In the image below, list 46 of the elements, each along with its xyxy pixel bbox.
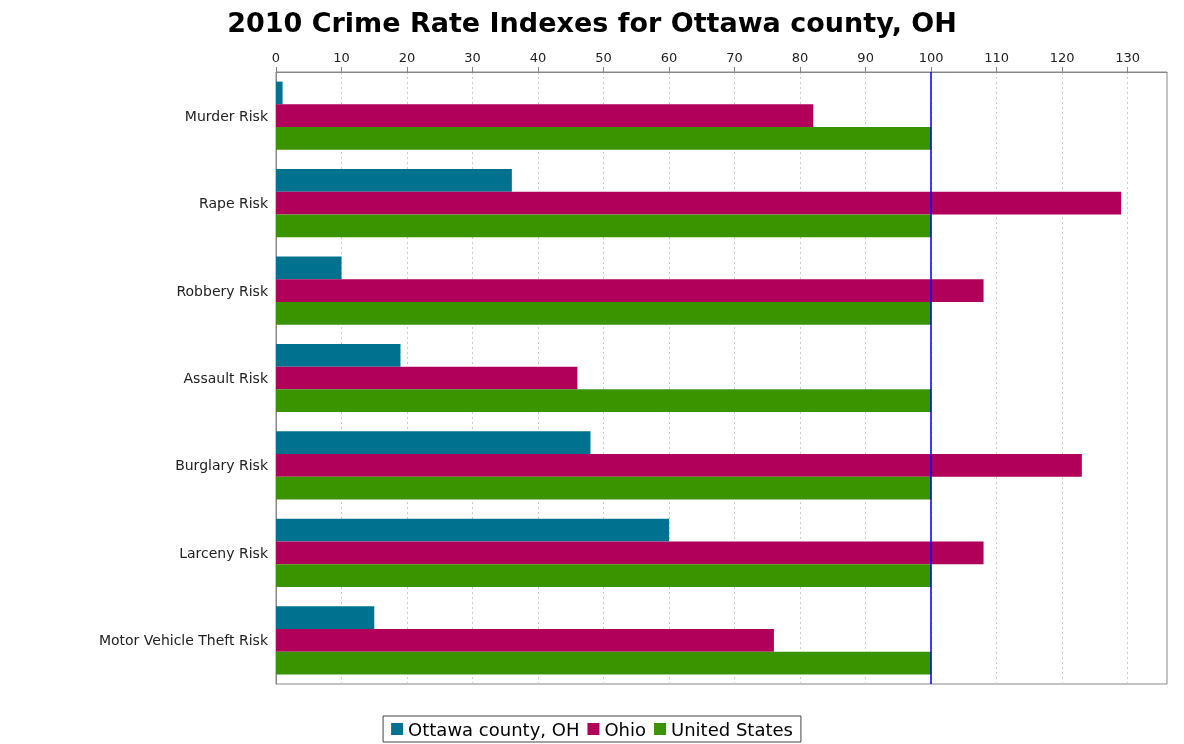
x-tick-label: 100 (918, 50, 944, 65)
bar (276, 606, 375, 629)
x-tick-label: 0 (271, 50, 281, 65)
x-tick-label: 90 (857, 50, 874, 65)
x-tick-label: 20 (398, 50, 416, 65)
bar (276, 191, 1122, 215)
x-tick-label: 80 (791, 50, 809, 65)
y-tick-label: Robbery Risk (176, 282, 269, 299)
x-tick-label: 130 (1115, 50, 1141, 65)
bar (276, 431, 591, 455)
x-tick-label: 70 (726, 50, 743, 65)
y-tick-label: Motor Vehicle Theft Risk (98, 632, 269, 649)
y-tick-label: Murder Risk (184, 107, 269, 124)
x-tick-label: 30 (464, 50, 481, 65)
chart-title: 2010 Crime Rate Indexes for Ottawa county, OH (227, 7, 957, 38)
bar (276, 454, 1082, 477)
bar (276, 81, 283, 105)
bar (276, 301, 932, 325)
x-tick-label: 120 (1049, 50, 1075, 65)
bar (276, 104, 814, 128)
x-tick-label: 50 (595, 50, 612, 65)
bar (276, 651, 932, 675)
bar (276, 343, 401, 367)
bar (276, 564, 932, 587)
bar (276, 476, 932, 500)
legend-label: Ottawa county, OH (408, 718, 580, 740)
bar (276, 279, 984, 302)
x-tick-label: 40 (529, 50, 547, 65)
y-tick-label: Assault Risk (183, 370, 269, 386)
bar (276, 518, 670, 542)
x-tick-label: 60 (660, 50, 678, 65)
bar (276, 366, 578, 390)
bar (276, 541, 984, 565)
x-tick-label: 10 (333, 50, 350, 65)
bar (276, 628, 774, 652)
y-tick-label: Rape Risk (199, 195, 269, 212)
bar (276, 256, 342, 280)
bar (276, 389, 932, 413)
y-tick-label: Burglary Risk (175, 457, 269, 474)
bar (276, 169, 512, 192)
x-tick-label: 110 (984, 50, 1010, 65)
bar (276, 127, 932, 150)
y-tick-label: Larceny Risk (179, 544, 269, 561)
legend-label: United States (671, 718, 793, 740)
legend-label: Ohio (604, 718, 647, 740)
bar (276, 214, 932, 238)
